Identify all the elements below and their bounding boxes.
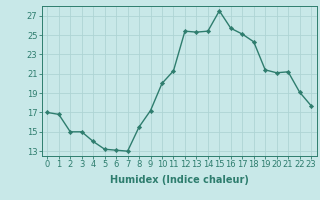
X-axis label: Humidex (Indice chaleur): Humidex (Indice chaleur) [110, 175, 249, 185]
